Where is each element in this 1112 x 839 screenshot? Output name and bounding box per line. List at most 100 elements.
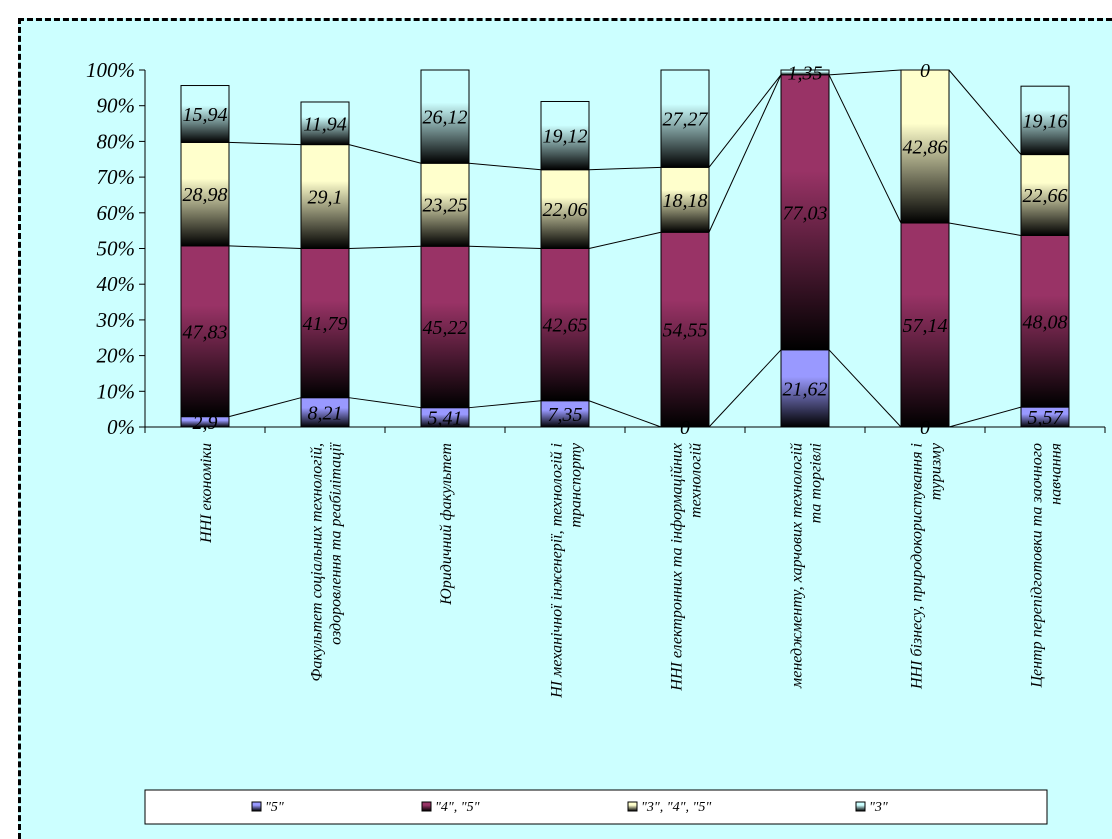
- series-line-s0: [948, 406, 1022, 428]
- legend-label-s1: "4", "5": [435, 800, 480, 815]
- y-tick-label: 10%: [97, 379, 136, 403]
- bar-segment-s3-c0: [180, 85, 230, 143]
- category-label-0: ННІ економіки: [198, 443, 215, 544]
- category-label-line: ННІ економіки: [198, 443, 215, 544]
- legend-swatch-s1: [421, 801, 432, 812]
- series-line-s0: [708, 349, 782, 428]
- bar-segment-s2-c0: [180, 141, 230, 247]
- data-label-s0-c3: 7,35: [548, 404, 583, 426]
- data-label-s3-c4: 27,27: [663, 109, 709, 131]
- data-label-s0-c7: 5,57: [1028, 407, 1064, 429]
- bar-segment-s2-c1: [300, 144, 350, 250]
- series-line-s2: [708, 74, 782, 168]
- y-tick-label: 20%: [97, 344, 136, 368]
- category-label-line: навчання: [1048, 443, 1065, 505]
- legend-box: [144, 789, 1048, 825]
- data-label-s1-c0: 47,83: [183, 321, 228, 343]
- series-line-s1: [228, 245, 302, 249]
- data-label-s3-c3: 19,12: [543, 126, 588, 148]
- bar-segment-s1-c5: [780, 74, 830, 351]
- data-label-s0-c2: 5,41: [428, 407, 463, 429]
- series-line-s0: [348, 397, 422, 409]
- y-tick-label: 70%: [97, 165, 136, 189]
- series-line-s1: [588, 231, 662, 249]
- bar-segment-s3-c1: [300, 101, 350, 146]
- bar-segment-s2-c6: [900, 69, 950, 224]
- data-label-s0-c4: 0: [680, 417, 690, 439]
- data-label-s3-c5: 1,35: [788, 62, 823, 84]
- data-label-s2-c6: 42,86: [903, 137, 948, 159]
- bar-segment-s3-c7: [1020, 85, 1070, 156]
- bar-segment-s3-c4: [660, 69, 710, 168]
- bar-segment-s0-c3: [540, 400, 590, 428]
- category-label-line: технологій: [688, 443, 705, 518]
- data-label-s1-c6: 57,14: [903, 315, 948, 337]
- bar-segment-s2-c2: [420, 162, 470, 247]
- category-label-line: Факультет соціальних технологій,: [309, 443, 326, 681]
- series-line-s2: [588, 166, 662, 171]
- bar-segment-s1-c0: [180, 245, 230, 418]
- series-line-s2: [468, 162, 542, 171]
- data-label-s0-c1: 8,21: [308, 402, 343, 424]
- legend-swatch-s3: [855, 801, 866, 812]
- data-label-s2-c7: 22,66: [1023, 185, 1068, 207]
- y-tick-label: 30%: [96, 308, 136, 332]
- data-label-s1-c4: 54,55: [663, 320, 708, 342]
- series-line-s0: [228, 397, 302, 418]
- category-label-line: ННІ бізнесу, природокористування і: [909, 443, 926, 690]
- y-tick-label: 50%: [97, 237, 136, 261]
- data-label-s2-c3: 22,06: [543, 199, 588, 221]
- series-line-s1: [348, 245, 422, 249]
- category-label-line: транспорту: [568, 442, 585, 528]
- series-line-s1: [468, 245, 542, 249]
- data-label-s3-c1: 11,94: [303, 113, 347, 135]
- bar-segment-s2-c3: [540, 169, 590, 250]
- bar-segment-s1-c2: [420, 245, 470, 409]
- bar-segment-s0-c1: [300, 397, 350, 428]
- bar-segment-s1-c1: [300, 248, 350, 399]
- series-line-s0: [468, 400, 542, 409]
- category-label-1: Факультет соціальних технологій, оздоровл…: [309, 441, 345, 681]
- category-label-line: НІ механічної інженерії, технологій і: [549, 443, 566, 699]
- bar-segment-s0-c5: [780, 349, 830, 428]
- data-label-s0-c0: 2,9: [193, 412, 218, 434]
- category-label-5: менеджменту, харчових технологій та торгі…: [789, 443, 825, 689]
- series-line-s1: [708, 74, 782, 233]
- legend-label-s0: "5": [265, 800, 284, 815]
- category-label-line: Центр перепідготовки та заочного: [1029, 443, 1046, 689]
- y-tick-label: 40%: [97, 272, 136, 296]
- series-line-s1: [828, 74, 902, 224]
- series-line-s0: [588, 400, 662, 428]
- series-line-s2: [948, 69, 1022, 155]
- category-label-4: ННІ електронних та інформаційних технолог…: [669, 443, 705, 692]
- data-label-s1-c7: 48,08: [1023, 311, 1068, 333]
- category-label-line: та торгівлі: [808, 443, 825, 523]
- data-label-s1-c3: 42,65: [543, 315, 588, 337]
- category-label-line: оздоровлення та реабілітації: [328, 441, 345, 644]
- series-line-s2: [348, 144, 422, 164]
- data-label-s3-c0: 15,94: [183, 104, 228, 126]
- bar-segment-s1-c3: [540, 248, 590, 402]
- data-label-s0-c6: 0: [920, 417, 930, 439]
- y-tick-label: 60%: [97, 201, 136, 225]
- bar-segment-s2-c7: [1020, 154, 1070, 236]
- data-label-s2-c1: 29,1: [308, 187, 343, 209]
- data-label-s0-c5: 21,62: [783, 378, 828, 400]
- category-label-line: ННІ електронних та інформаційних: [669, 443, 686, 692]
- data-label-s1-c1: 41,79: [303, 313, 348, 335]
- bar-segment-s2-c4: [660, 166, 710, 233]
- bar-segment-s1-c7: [1020, 234, 1070, 408]
- data-label-s3-c2: 26,12: [423, 107, 468, 129]
- bar-segment-s3-c2: [420, 69, 470, 164]
- data-label-s3-c6: 0: [920, 60, 930, 82]
- y-tick-label: 100%: [86, 58, 135, 82]
- bar-segment-s3-c3: [540, 100, 590, 171]
- series-line-s1: [948, 222, 1022, 236]
- category-label-line: менеджменту, харчових технологій: [789, 443, 806, 689]
- series-line-s2: [228, 141, 302, 146]
- category-label-6: ННІ бізнесу, природокористування і туризм…: [909, 442, 945, 690]
- legend-label-s2: "3", "4", "5": [641, 800, 711, 815]
- data-label-s3-c7: 19,16: [1023, 110, 1068, 132]
- bar-segment-s3-c5: [780, 69, 830, 76]
